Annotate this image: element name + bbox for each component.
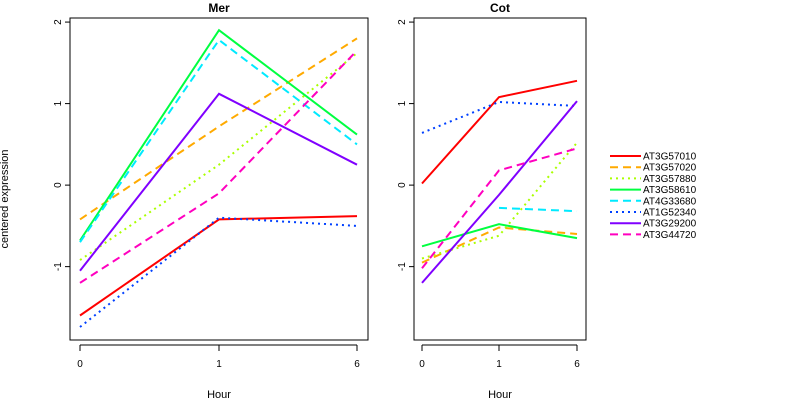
series-line-at3g58610: [421, 223, 578, 248]
legend-label: AT3G58610: [643, 185, 697, 196]
series-line-at3g58610: [79, 28, 358, 242]
x-tick-label: 0: [77, 359, 83, 370]
panel-title-mer: Mer: [208, 1, 230, 15]
series-line-at3g57010: [421, 79, 578, 185]
legend: AT3G57010AT3G57020AT3G57880AT3G58610AT4G…: [610, 152, 697, 241]
series-line-at3g57010: [79, 215, 358, 317]
legend-label: AT3G57880: [643, 174, 697, 185]
y-tick-label: 2: [397, 19, 408, 25]
panel-mer: Mer -1 0 1 2 0 1 6 Hour: [53, 1, 369, 400]
y-tick-label: 1: [53, 100, 64, 106]
y-tick-label: 0: [53, 182, 64, 188]
x-tick-label: 1: [216, 359, 222, 370]
panel-title-cot: Cot: [490, 1, 510, 15]
legend-label: AT3G29200: [643, 219, 697, 230]
legend-label: AT3G57010: [643, 152, 697, 163]
series-line-at3g44720: [79, 49, 358, 284]
x-axis-label-cot: Hour: [488, 389, 512, 400]
series-line-at1g52340: [79, 216, 358, 328]
legend-label: AT1G52340: [643, 208, 697, 219]
series-line-at4g33680: [79, 38, 358, 243]
x-axis-mer: 0 1 6: [77, 344, 360, 370]
series-lines-cot: [421, 79, 578, 284]
x-axis-label-mer: Hour: [207, 389, 231, 400]
series-line-at3g57020: [421, 226, 578, 264]
series-line-at3g29200: [79, 92, 358, 272]
x-tick-label: 6: [574, 359, 580, 370]
series-line-at4g33680: [498, 206, 578, 213]
x-tick-label: 6: [354, 359, 360, 370]
y-tick-label: -1: [53, 262, 64, 271]
y-axis-cot: -1 0 1 2: [397, 19, 414, 271]
x-axis-cot: 0 1 6: [419, 344, 580, 370]
y-axis-mer: -1 0 1 2: [53, 19, 70, 271]
series-line-at3g57880: [79, 52, 358, 261]
y-axis-label: centered expression: [0, 149, 11, 248]
plot-frame-cot: [413, 17, 587, 341]
panel-cot: Cot -1 0 1 2 0 1 6 Hour: [397, 1, 587, 400]
y-tick-label: 1: [397, 100, 408, 106]
x-tick-label: 1: [496, 359, 502, 370]
series-line-at3g57880: [421, 142, 578, 260]
plot-frame-mer: [69, 17, 369, 341]
series-lines-mer: [79, 28, 358, 328]
y-tick-label: 2: [53, 19, 64, 25]
legend-label: AT3G57020: [643, 163, 697, 174]
legend-label: AT4G33680: [643, 196, 697, 207]
series-line-at3g57020: [79, 37, 358, 221]
y-tick-label: 0: [397, 182, 408, 188]
x-tick-label: 0: [419, 359, 425, 370]
series-line-at3g29200: [421, 100, 578, 284]
y-tick-label: -1: [397, 262, 408, 271]
series-line-at3g44720: [421, 147, 578, 269]
legend-label: AT3G44720: [643, 230, 697, 241]
